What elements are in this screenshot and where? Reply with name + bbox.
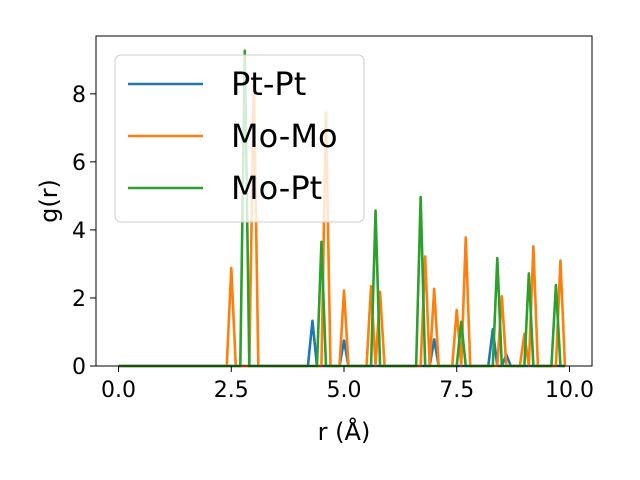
legend-label-1: Mo-Mo — [231, 117, 338, 155]
x-tick-label: 10.0 — [545, 378, 594, 403]
y-tick-label: 8 — [72, 83, 86, 108]
x-axis-label: r (Å) — [318, 417, 371, 446]
y-axis-label: g(r) — [35, 179, 63, 223]
y-tick-label: 4 — [72, 219, 86, 244]
legend-label-0: Pt-Pt — [231, 65, 306, 103]
y-tick-label: 2 — [72, 287, 86, 312]
y-tick-label: 0 — [72, 355, 86, 380]
legend-label-2: Mo-Pt — [231, 169, 322, 207]
x-tick-label: 0.0 — [101, 378, 136, 403]
y-axis-ticks: 0 2 4 6 8 — [72, 83, 96, 380]
legend: Pt-Pt Mo-Mo Mo-Pt — [114, 54, 365, 223]
legend-box — [114, 54, 365, 223]
x-axis-ticks: 0.0 2.5 5.0 7.5 10.0 — [101, 366, 594, 403]
series-line-0 — [118, 319, 565, 368]
x-tick-label: 5.0 — [327, 378, 362, 403]
x-tick-label: 7.5 — [439, 378, 474, 403]
x-tick-label: 2.5 — [214, 378, 249, 403]
y-tick-label: 6 — [72, 151, 86, 176]
